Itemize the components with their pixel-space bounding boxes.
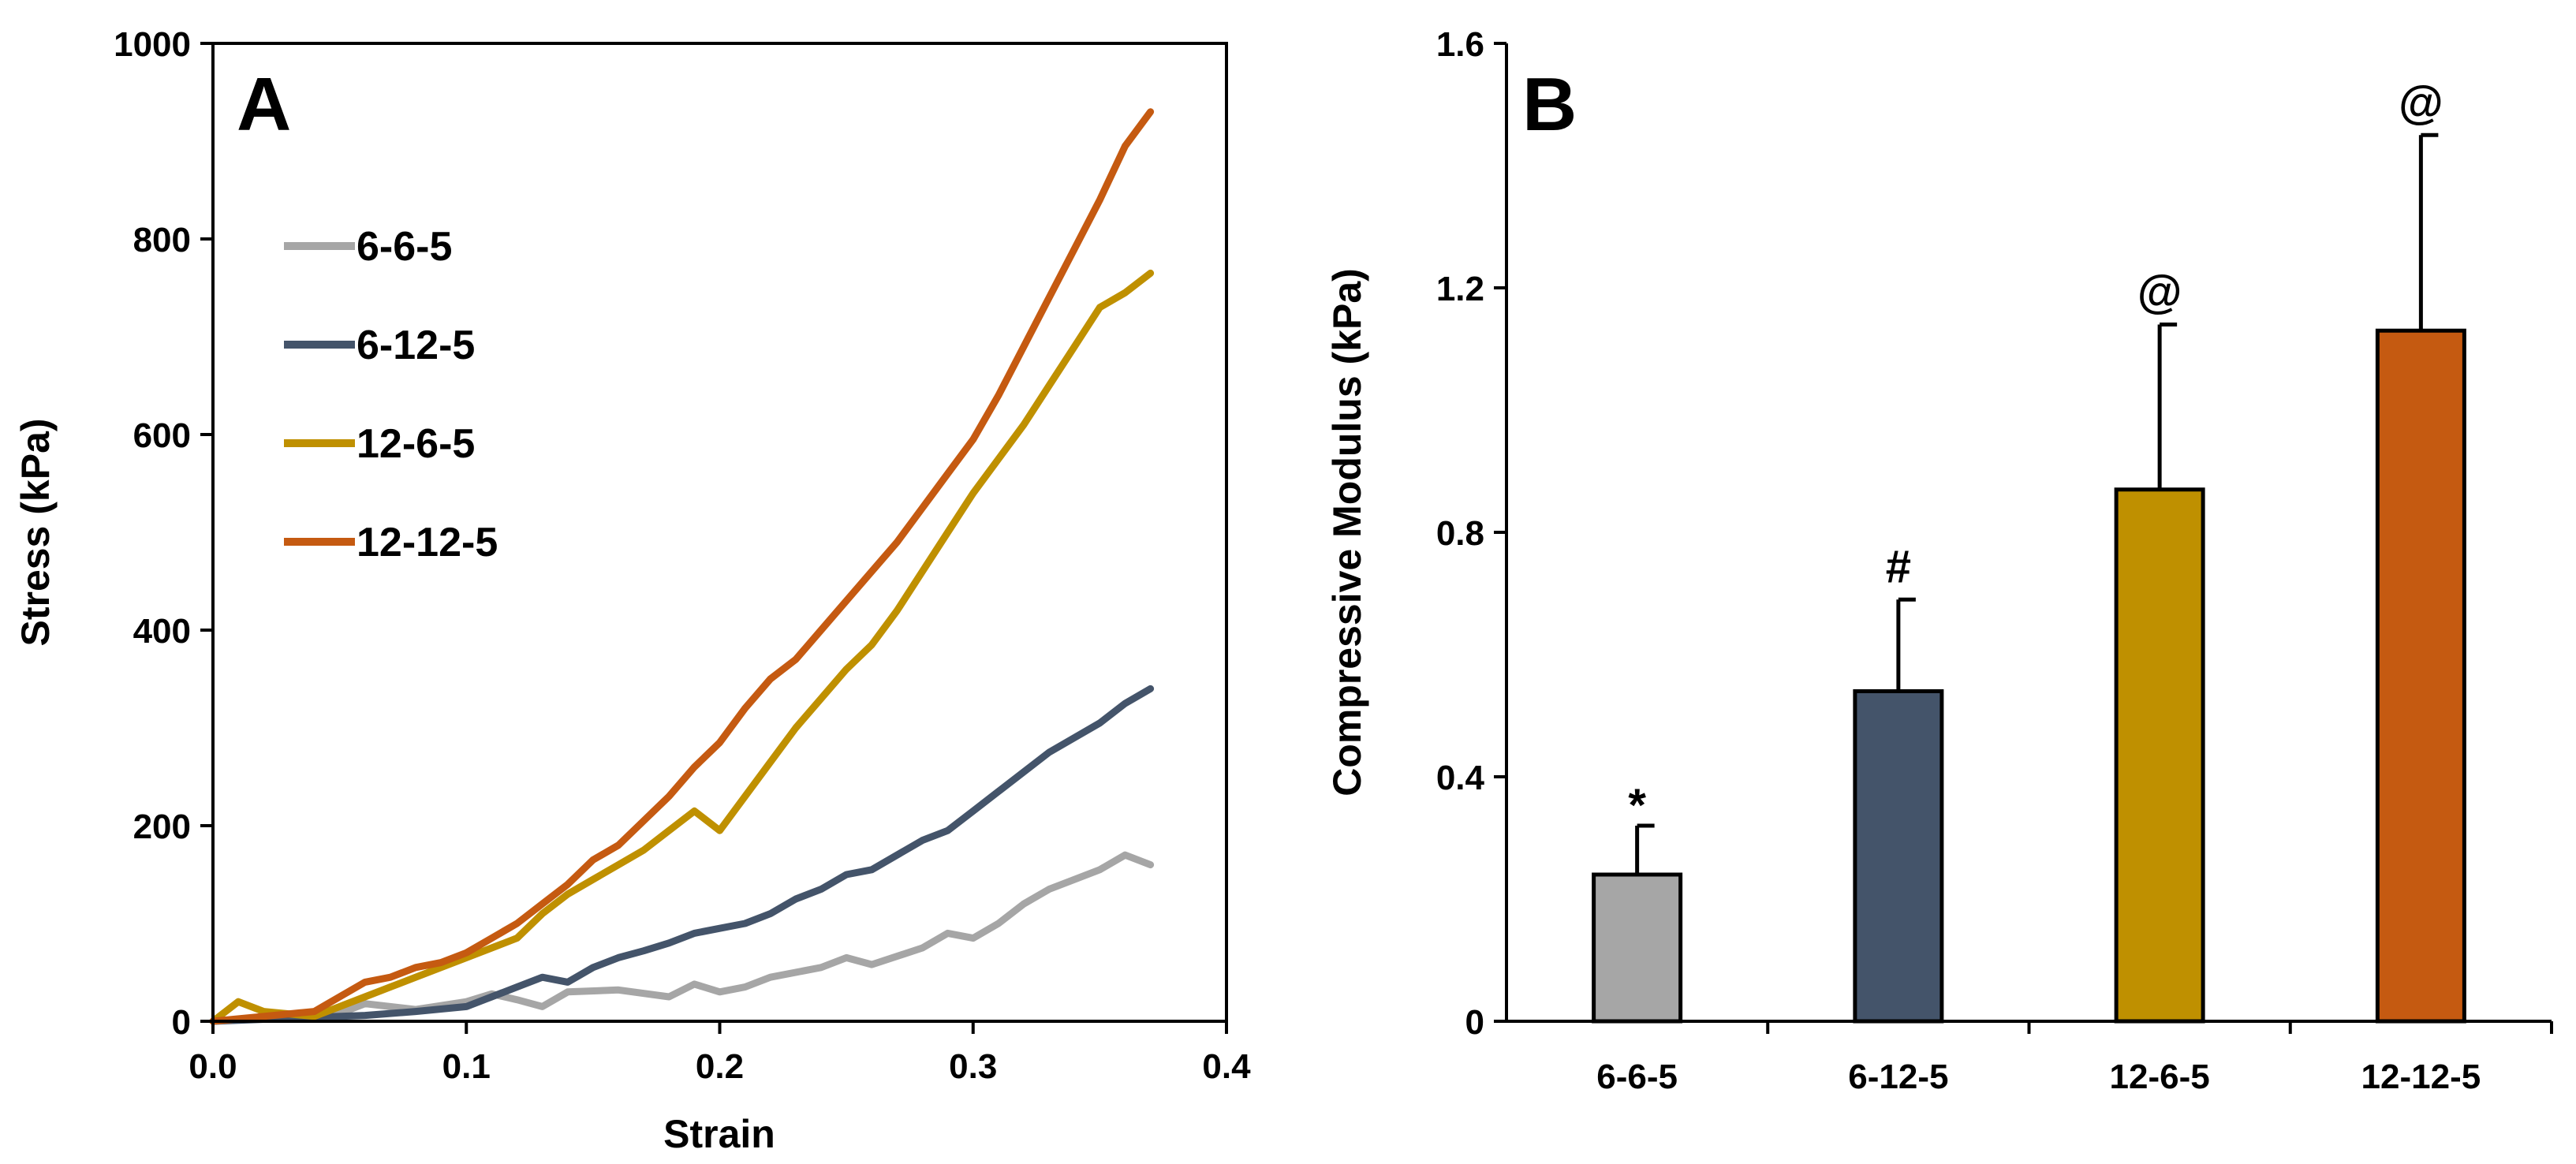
y-tick-label-b: 0: [1465, 1003, 1484, 1042]
y-axis-title-b: Compressive Modulus (kPa): [1325, 268, 1369, 797]
bar-6-6-5: [1592, 872, 1683, 1024]
panel-b-bar-chart: * # @ @ 6-6-5 6-12-5 12-6-5 12-12-5 0 0.4 0.8 1.2 1…: [1325, 25, 2553, 1096]
legend-label-6-12-5: 6-12-5: [357, 323, 475, 368]
x-tick-label-b: 12-6-5: [2110, 1058, 2210, 1096]
y-tick-label-b: 0.8: [1436, 514, 1484, 553]
y-axis-title-a: Stress (kPa): [13, 418, 58, 646]
y-tick-label-b: 0.4: [1436, 759, 1485, 797]
y-tick-label-b: 1.2: [1436, 270, 1484, 308]
y-tick-label-a: 800: [133, 221, 191, 259]
x-tick-label-a: 0.1: [442, 1047, 491, 1086]
panel-label-b: B: [1522, 62, 1577, 147]
series-lines-a: [209, 108, 1155, 1025]
significance-marker-6-6-5: *: [1628, 780, 1646, 831]
legend-label-12-6-5: 12-6-5: [357, 421, 475, 467]
y-tick-label-a: 1000: [114, 25, 191, 64]
series-line-12-12-5: [209, 108, 1155, 1025]
x-tick-label-a: 0.3: [949, 1047, 997, 1086]
y-tick-label-a: 400: [133, 612, 191, 651]
significance-marker-12-12-5: @: [2399, 76, 2443, 128]
bar-12-12-5: [2375, 328, 2466, 1024]
legend-label-12-12-5: 12-12-5: [357, 520, 498, 565]
series-line-6-12-5: [209, 685, 1155, 1025]
y-tick-label-a: 600: [133, 416, 191, 455]
x-tick-label-b: 6-6-5: [1596, 1058, 1678, 1096]
x-tick-label-a: 0.2: [696, 1047, 744, 1086]
axes-b: 6-6-5 6-12-5 12-6-5 12-12-5 0 0.4 0.8 1.2 1.6: [1436, 25, 2553, 1096]
significance-marker-6-12-5: #: [1886, 541, 1911, 592]
significance-marker-12-6-5: @: [2137, 267, 2182, 318]
series-line-6-6-5: [209, 851, 1155, 1025]
x-tick-label-a: 0.4: [1202, 1047, 1251, 1086]
series-line-12-6-5: [209, 269, 1155, 1025]
plot-area-a: [213, 43, 1226, 1021]
y-tick-label-b: 1.6: [1436, 25, 1484, 64]
x-tick-label-a: 0.0: [189, 1047, 237, 1086]
x-axis-title-a: Strain: [663, 1112, 775, 1156]
bars-b: * # @ @: [1592, 76, 2466, 1024]
bar-6-12-5: [1853, 689, 1944, 1024]
y-tick-label-a: 0: [172, 1003, 191, 1042]
axes-a: 0.0 0.1 0.2 0.3 0.4 0 200 400 600 800 1000: [114, 25, 1251, 1086]
panel-label-a: A: [237, 62, 291, 147]
panel-a-line-chart: 0.0 0.1 0.2 0.3 0.4 0 200 400 600 800 1000 A 6-6-5…: [13, 25, 1251, 1156]
legend-label-6-6-5: 6-6-5: [357, 224, 452, 270]
y-tick-label-a: 200: [133, 808, 191, 846]
legend-a: 6-6-5 6-12-5 12-6-5 12-12-5: [284, 224, 498, 565]
x-tick-label-b: 12-12-5: [2361, 1058, 2481, 1096]
x-tick-label-b: 6-12-5: [1848, 1058, 1948, 1096]
bar-12-6-5: [2114, 487, 2205, 1024]
